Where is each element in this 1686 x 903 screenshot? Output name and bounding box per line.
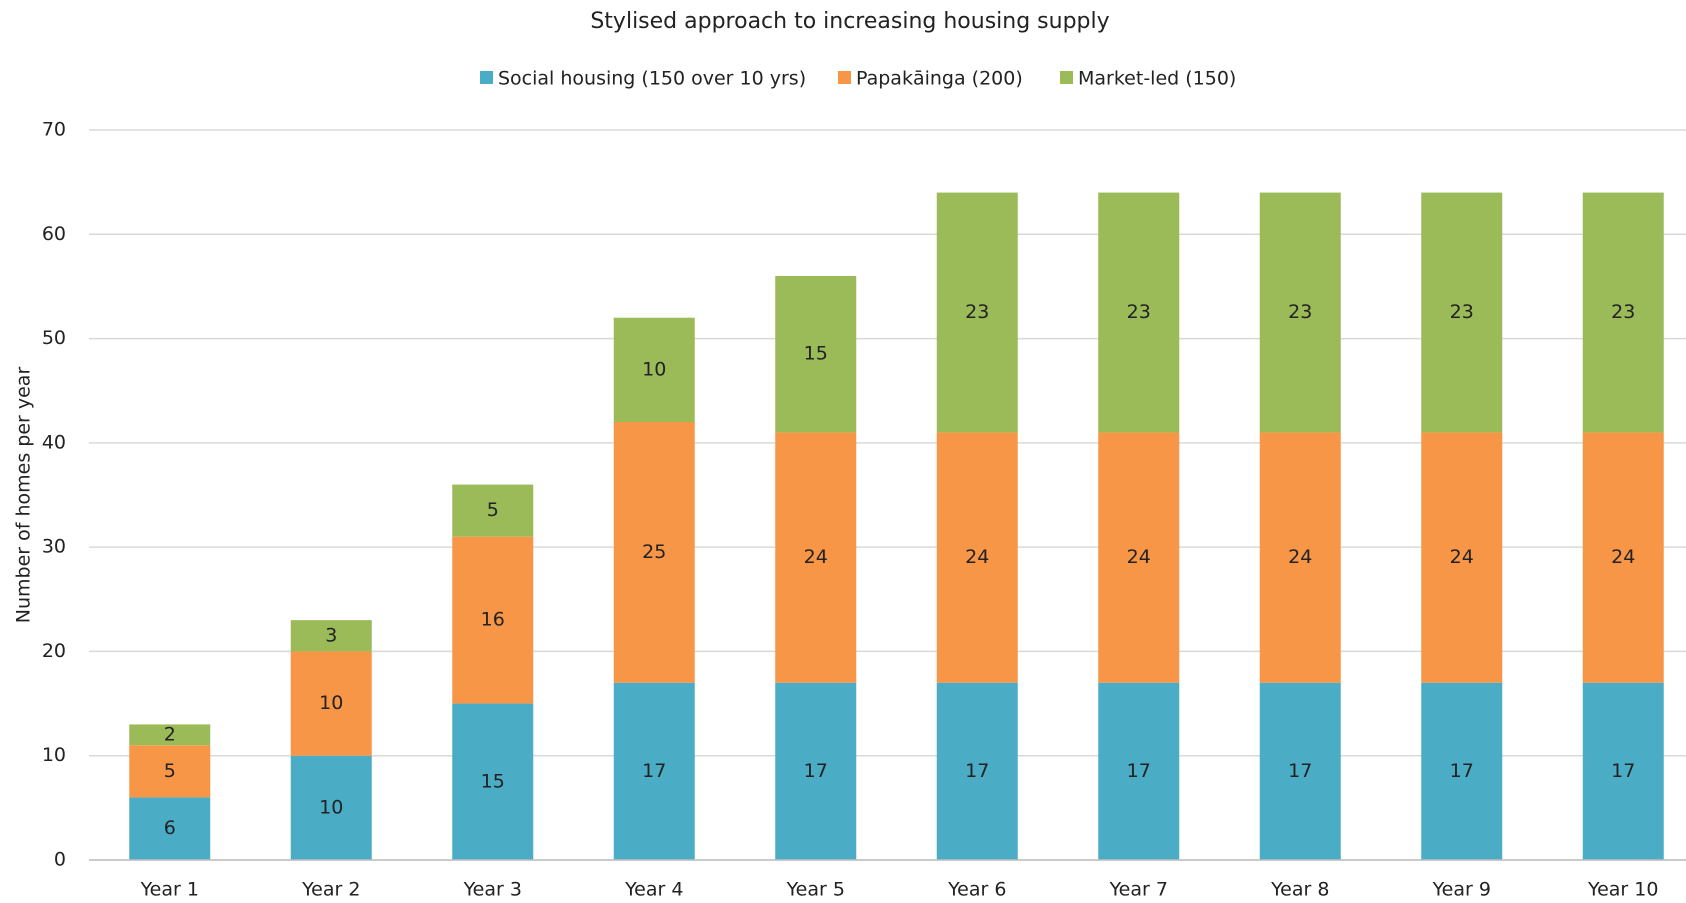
- bar-segment: [613, 682, 695, 860]
- bar-segment: [936, 432, 1018, 683]
- bar-segment: [290, 651, 372, 756]
- bar-segment: [936, 192, 1018, 433]
- x-tick-label: Year 6: [947, 879, 1006, 901]
- data-label: 10: [319, 796, 343, 818]
- data-label: 15: [481, 770, 505, 792]
- legend-swatch: [480, 71, 493, 84]
- bar-segment: [1098, 432, 1180, 683]
- x-tick-label: Year 7: [1109, 879, 1168, 901]
- data-label: 23: [1288, 301, 1312, 323]
- bar-segment: [1098, 682, 1180, 860]
- bar-segment: [1582, 192, 1664, 433]
- x-tick-label: Year 9: [1432, 879, 1491, 901]
- bar-segment: [1098, 192, 1180, 433]
- data-label: 23: [1611, 301, 1635, 323]
- data-label: 6: [164, 817, 176, 839]
- x-tick-label: Year 10: [1587, 879, 1658, 901]
- bar-segment: [936, 682, 1018, 860]
- bar-segment: [1582, 432, 1664, 683]
- data-label: 17: [965, 760, 989, 782]
- bar-segment: [1259, 432, 1341, 683]
- legend-swatch: [838, 71, 851, 84]
- x-tick-label: Year 3: [463, 879, 522, 901]
- bar-segment: [129, 724, 211, 746]
- y-tick-label: 30: [42, 536, 66, 558]
- y-tick-label: 40: [42, 431, 66, 453]
- bar-segment: [290, 620, 372, 652]
- y-tick-label: 60: [42, 223, 66, 245]
- data-label: 17: [1611, 760, 1635, 782]
- bar-segment: [129, 797, 211, 860]
- bar-segment: [613, 422, 695, 683]
- data-label: 24: [1288, 546, 1312, 568]
- y-tick-label: 20: [42, 640, 66, 662]
- x-tick-label: Year 5: [786, 879, 845, 901]
- legend-label: Social housing (150 over 10 yrs): [498, 68, 806, 90]
- bar-segment: [775, 682, 857, 860]
- data-label: 23: [965, 301, 989, 323]
- legend-label: Market-led (150): [1078, 68, 1236, 90]
- data-label: 24: [1127, 546, 1151, 568]
- y-tick-label: 0: [54, 849, 66, 871]
- data-label: 24: [965, 546, 989, 568]
- chart-title: Stylised approach to increasing housing …: [590, 9, 1109, 34]
- data-label: 2: [164, 723, 176, 745]
- data-label: 24: [1450, 546, 1474, 568]
- legend-swatch: [1060, 71, 1073, 84]
- data-label: 23: [1450, 301, 1474, 323]
- y-axis-title: Number of homes per year: [13, 367, 35, 624]
- bar-segment: [1421, 432, 1503, 683]
- x-tick-label: Year 2: [301, 879, 360, 901]
- data-label: 5: [164, 760, 176, 782]
- bar-segment: [613, 317, 695, 422]
- data-label: 17: [1450, 760, 1474, 782]
- bar-segment: [775, 276, 857, 433]
- bar-segment: [1421, 682, 1503, 860]
- data-label: 17: [642, 760, 666, 782]
- data-label: 17: [1127, 760, 1151, 782]
- data-label: 15: [804, 343, 828, 365]
- bar-segment: [1421, 192, 1503, 433]
- bar-segment: [452, 703, 534, 860]
- bar-segment: [129, 745, 211, 798]
- legend-label: Papakāinga (200): [856, 68, 1023, 90]
- bar-segment: [1582, 682, 1664, 860]
- y-tick-label: 10: [42, 744, 66, 766]
- y-tick-label: 50: [42, 327, 66, 349]
- data-label: 24: [804, 546, 828, 568]
- data-label: 17: [804, 760, 828, 782]
- bar-segment: [290, 755, 372, 860]
- x-tick-label: Year 4: [624, 879, 683, 901]
- bar-segment: [775, 432, 857, 683]
- bar-segment: [452, 536, 534, 704]
- y-tick-label: 70: [42, 119, 66, 141]
- data-label: 16: [481, 609, 505, 631]
- data-label: 3: [325, 624, 337, 646]
- bar-segment: [1259, 192, 1341, 433]
- x-tick-label: Year 8: [1270, 879, 1329, 901]
- data-label: 5: [487, 499, 499, 521]
- bar-segment: [1259, 682, 1341, 860]
- data-label: 24: [1611, 546, 1635, 568]
- x-tick-label: Year 1: [140, 879, 199, 901]
- data-label: 23: [1127, 301, 1151, 323]
- bar-segment: [452, 484, 534, 537]
- data-label: 17: [1288, 760, 1312, 782]
- data-label: 10: [319, 692, 343, 714]
- data-label: 10: [642, 358, 666, 380]
- data-label: 25: [642, 541, 666, 563]
